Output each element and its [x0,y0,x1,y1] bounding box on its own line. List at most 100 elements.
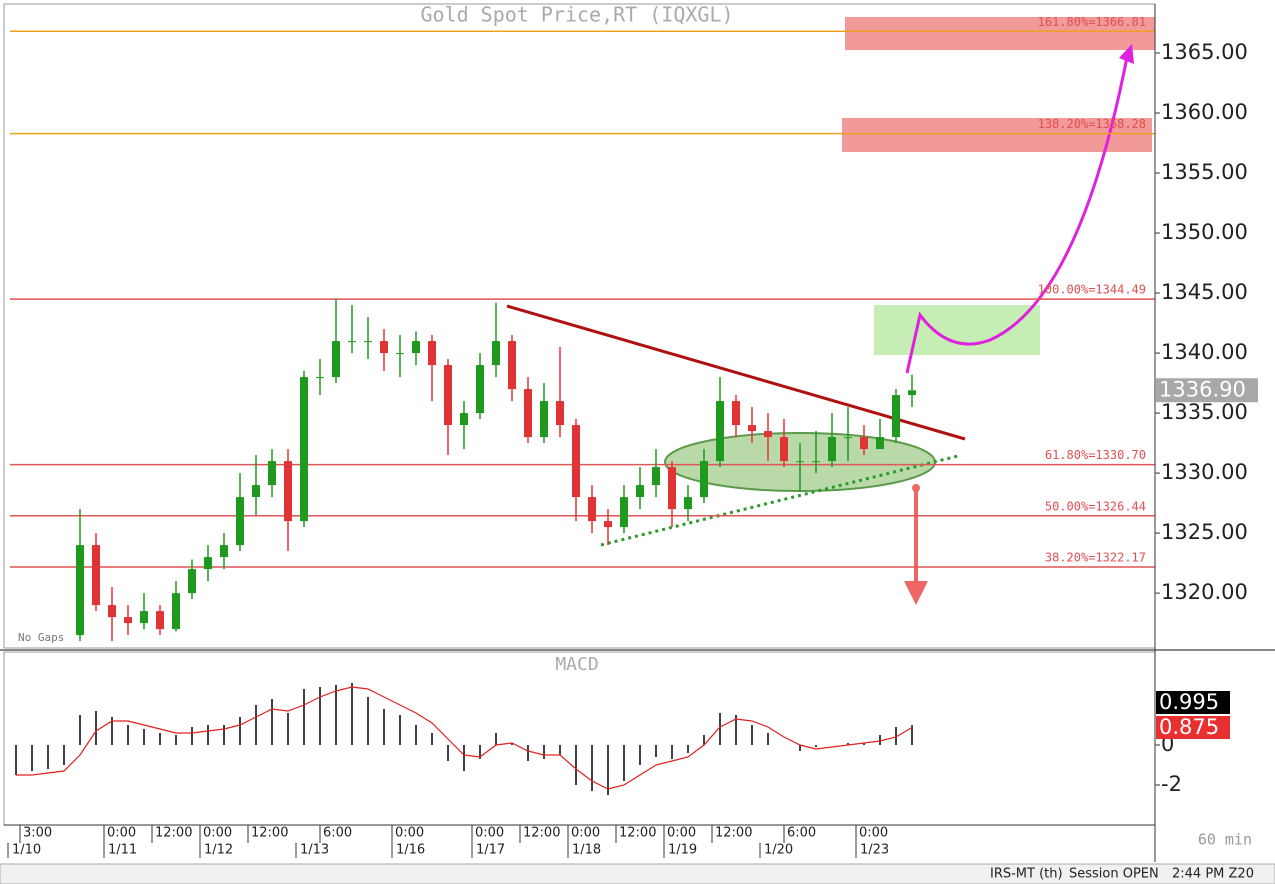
macd-readout-label: 0.995 [1159,690,1219,714]
candle-body [572,425,580,498]
candle-body [796,461,804,463]
y-tick-label: 1320.00 [1161,580,1248,604]
candle-body [844,437,852,439]
resistance-trendline [506,304,966,441]
last-price-box [1156,378,1258,403]
level-label: 38.20%=1322.17 [1045,551,1146,565]
candle-body [396,353,404,355]
x-tick-label: 6:00 [787,826,816,841]
breakout-zone [874,305,1040,355]
x-tick-label: 12:00 [523,826,560,841]
x-tick-label: 12:00 [715,826,752,841]
x-tick-label: 0:00 [203,826,232,841]
note: No Gaps [18,631,64,644]
candle-body [828,437,836,462]
macd-title: MACD [555,654,598,675]
status-bar [0,863,1275,884]
x-tick-label: 6:00 [323,826,352,841]
x-tick-label: 0:00 [571,826,600,841]
x-tick-label: 3:00 [23,826,52,841]
x-tick-label: 0:00 [667,826,696,841]
candle-body [732,401,740,426]
target-zone [842,118,1152,152]
date-label: 1/20 [764,843,793,858]
bullish-path [905,51,1130,374]
date-label: 1/12 [204,843,233,858]
candle-body [428,341,436,366]
signal-readout-label: 0.875 [1159,715,1219,739]
candle-body [108,605,116,618]
candle-body [204,557,212,570]
candle-body [268,461,276,486]
candle-body [252,485,260,498]
arrow-head [1119,44,1134,64]
candle-body [876,437,884,450]
y-tick-label: 1365.00 [1161,40,1248,64]
x-tick-label: 12:00 [251,826,288,841]
date-label: 1/13 [300,843,329,858]
candle-body [620,497,628,528]
candle-body [188,569,196,594]
y-tick-label: 1325.00 [1161,520,1248,544]
candle-body [892,395,900,438]
annotations [506,17,1155,605]
candle-body [636,485,644,498]
candle-body [348,341,356,343]
x-tick-label: 0:00 [395,826,424,841]
chart-title: Gold Spot Price,RT (IQXGL) [420,3,733,27]
y-tick-label: 1335.00 [1161,400,1248,424]
candle-body [444,365,452,426]
candle-body [220,545,228,558]
x-tick-label: 0:00 [475,826,504,841]
status-text: IRS-MT (th) [990,867,1063,882]
candle-body [652,467,660,486]
status-text: Session OPEN [1069,867,1159,882]
candle-body [92,545,100,606]
candle-body [140,611,148,624]
y-tick-label: 1345.00 [1161,280,1248,304]
level-label: 61.80%=1330.70 [1045,448,1146,462]
macd-readout [1156,691,1230,714]
date-label: 1/17 [476,843,505,858]
candle-body [412,341,420,354]
candle-body [460,413,468,426]
candle-body [380,341,388,354]
candle-body [588,497,596,522]
candle-body [540,401,548,438]
y-tick-label: 1350.00 [1161,220,1248,244]
candle-body [124,617,132,624]
y-tick-label: 1330.00 [1161,460,1248,484]
candle-body [492,341,500,366]
candle-body [332,341,340,378]
level-label: 161.80%=1366.81 [1038,15,1146,29]
level-label: 100.00%=1344.49 [1038,283,1146,297]
candle-body [172,593,180,630]
candle-body [556,401,564,426]
date-label: 1/10 [12,843,41,858]
last-price-label: 1336.90 [1159,377,1246,401]
interval-label: 60 min [1198,831,1252,849]
candle-body [604,521,612,528]
candle-body [156,611,164,630]
date-label: 1/19 [668,843,697,858]
arrow-head [904,581,928,605]
date-label: 1/16 [396,843,425,858]
candle-body [668,467,676,510]
level-label: 138.20%=1358.28 [1038,117,1146,131]
candle-body [364,341,372,343]
candle-body [700,461,708,498]
date-label: 1/23 [860,843,889,858]
x-tick-label: 0:00 [859,826,888,841]
x-tick-label: 12:00 [155,826,192,841]
y-tick-label: -2 [1161,772,1182,796]
candle-body [780,437,788,462]
candle-body [684,497,692,510]
x-tick-label: 0:00 [107,826,136,841]
level-label: 50.00%=1326.44 [1045,499,1146,513]
candle-body [476,365,484,414]
target-zone [845,17,1155,50]
candle-body [764,431,772,438]
candle-body [716,401,724,462]
candle-body [284,461,292,522]
